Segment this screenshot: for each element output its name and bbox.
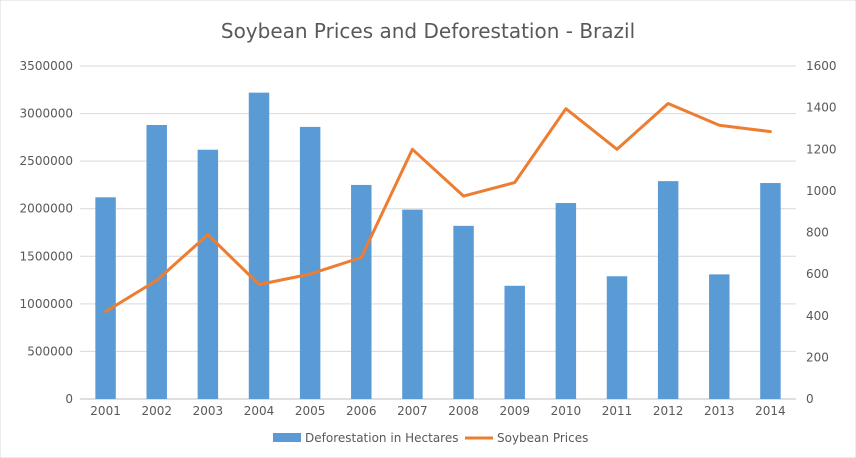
deforestation-bar-2009 — [504, 285, 525, 399]
right-tick-label: 800 — [806, 226, 829, 240]
left-tick-label: 3500000 — [20, 59, 73, 73]
soybean-price-line — [104, 102, 772, 314]
right-tick-label: 1600 — [806, 59, 837, 73]
x-tick-label: 2013 — [704, 404, 735, 418]
left-tick-label: 500000 — [27, 344, 73, 358]
deforestation-bar-2006 — [351, 184, 372, 399]
deforestation-bar-2008 — [453, 225, 474, 399]
x-tick-label: 2008 — [448, 404, 479, 418]
deforestation-bar-2001 — [95, 197, 116, 399]
right-tick-label: 1200 — [806, 142, 837, 156]
right-tick-label: 400 — [806, 309, 829, 323]
x-tick-label: 2003 — [193, 404, 224, 418]
right-tick-label: 600 — [806, 267, 829, 281]
deforestation-bar-2004 — [248, 92, 270, 399]
x-axis-labels: 2001 2002 2003 2004 2005 2006 2007 2008 2009 2010… — [90, 404, 785, 418]
legend-line-label: Soybean Prices — [497, 431, 588, 445]
x-tick-label: 2001 — [90, 404, 121, 418]
x-tick-label: 2002 — [141, 404, 172, 418]
right-tick-label: 200 — [806, 350, 829, 364]
deforestation-bar-2002 — [146, 124, 167, 399]
x-tick-label: 2009 — [499, 404, 530, 418]
left-tick-label: 3000000 — [20, 107, 73, 121]
deforestation-bar-2005 — [299, 126, 321, 400]
right-tick-label: 1400 — [806, 101, 837, 115]
right-tick-label: 0 — [806, 392, 814, 406]
x-tick-label: 2005 — [295, 404, 326, 418]
deforestation-bar-2003 — [197, 149, 219, 399]
left-tick-label: 0 — [65, 392, 73, 406]
legend-bar-label: Deforestation in Hectares — [305, 431, 458, 445]
x-tick-label: 2007 — [397, 404, 428, 418]
x-tick-label: 2012 — [653, 404, 684, 418]
deforestation-bar-2011 — [606, 276, 628, 399]
deforestation-bar-2007 — [402, 209, 423, 399]
x-tick-label: 2010 — [551, 404, 582, 418]
right-tick-label: 1000 — [806, 184, 837, 198]
soybean-price-series-line — [104, 102, 772, 314]
deforestation-bar-2010 — [555, 203, 577, 399]
deforestation-bar-2013 — [709, 274, 730, 399]
x-tick-label: 2011 — [602, 404, 633, 418]
chart-title: Soybean Prices and Deforestation - Brazi… — [221, 19, 635, 43]
x-tick-label: 2004 — [244, 404, 275, 418]
legend-bar-swatch — [273, 433, 301, 442]
x-tick-label: 2014 — [755, 404, 786, 418]
deforestation-bar-2012 — [657, 181, 679, 399]
deforestation-bar-2014 — [760, 183, 781, 399]
left-tick-label: 1000000 — [20, 297, 73, 311]
left-axis-ticks: 0 500000 1000000 1500000 2000000 2500000 30000… — [20, 59, 73, 406]
x-tick-label: 2006 — [346, 404, 377, 418]
left-tick-label: 1500000 — [20, 249, 73, 263]
right-axis-ticks: 0 200 400 600 800 1000 1200 1400 1600 — [806, 59, 837, 406]
deforestation-bars — [95, 92, 781, 400]
legend: Deforestation in Hectares Soybean Prices — [273, 431, 588, 445]
left-tick-label: 2500000 — [20, 154, 73, 168]
left-tick-label: 2000000 — [20, 202, 73, 216]
